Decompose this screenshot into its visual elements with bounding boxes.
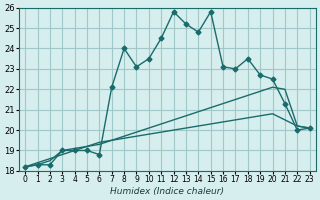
X-axis label: Humidex (Indice chaleur): Humidex (Indice chaleur): [110, 187, 224, 196]
